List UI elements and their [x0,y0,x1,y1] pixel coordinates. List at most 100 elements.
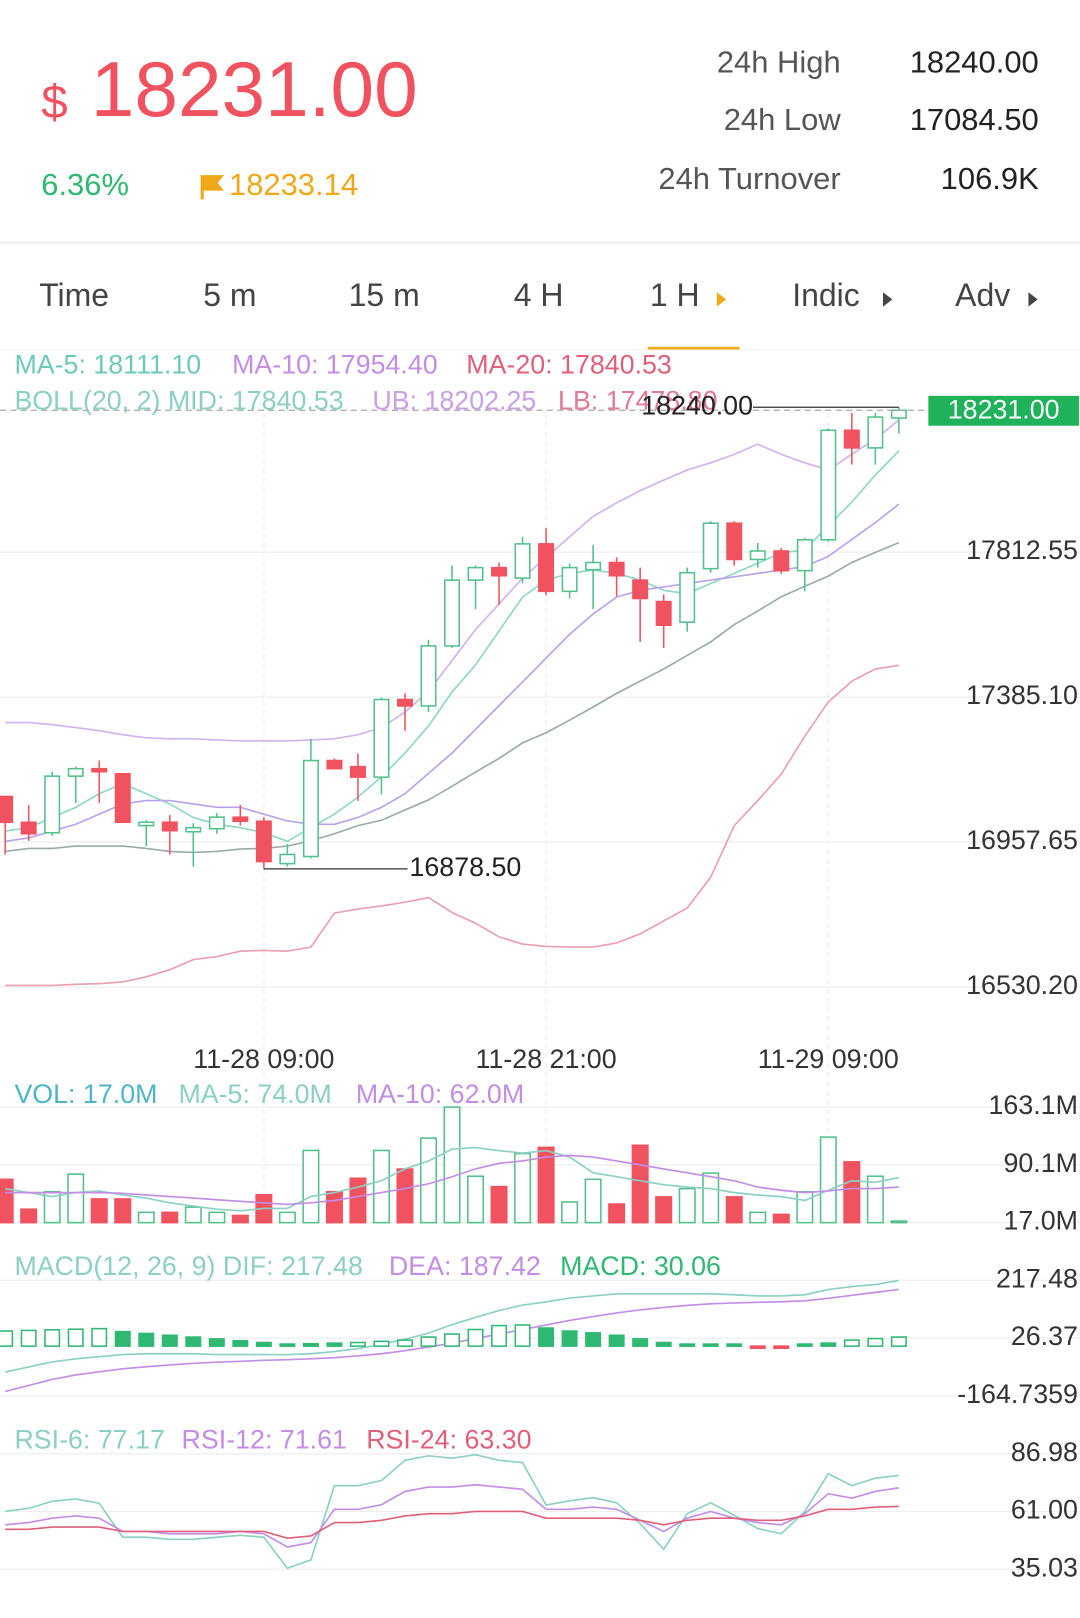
y-tick-label: 16957.65 [966,825,1078,855]
volume-bar [443,1106,461,1224]
candle-body [20,821,37,835]
low-marker-label: 16878.50 [410,852,522,882]
volume-bar [843,1161,861,1224]
last-price-label: 18231.00 [948,394,1060,424]
y-tick-label: 217.48 [996,1263,1078,1293]
macd-bar [444,1333,461,1347]
candle-body [232,816,249,823]
macd-bar [538,1327,555,1347]
macd-bar [161,1334,178,1347]
macd-bar [867,1337,884,1347]
y-tick-label: 61.00 [1011,1495,1078,1525]
tab-bar: Time 5 m 15 m 4 H 1 H Indic Adv [39,277,1010,313]
candle-body [185,826,202,833]
volume-bar [561,1201,579,1224]
volume-bar [749,1211,767,1224]
volume-bar [184,1206,202,1224]
indicator-line [5,1154,899,1206]
active-tab-underline [647,346,740,350]
macd-bar [491,1324,508,1347]
indicator-line [5,541,900,854]
candle-body [867,416,884,449]
candle-body [561,566,578,593]
volume-bar [396,1168,414,1224]
candle-body [796,539,813,572]
dropdown-arrow [882,292,893,307]
candle-body [373,698,390,778]
volume-bar [678,1187,696,1224]
macd-bar [632,1338,649,1347]
volume-bar [796,1190,814,1224]
candle-body [655,600,672,627]
candle-body [396,698,413,707]
volume-bar [890,1220,908,1224]
legend-entry: MA-5: 18111.10 [14,350,201,380]
flag-icon [200,175,225,200]
indicator-line [5,1505,899,1540]
x-tick-label: 11-28 09:00 [193,1044,334,1074]
tab[interactable]: Time [39,277,109,313]
macd-bar [232,1339,249,1347]
macd-bar [679,1343,696,1347]
tab[interactable]: 5 m [203,277,256,313]
macd-bar [467,1328,484,1347]
stat-value: 106.9K [941,161,1039,196]
legend-entry: LB: 17478.80 [558,386,717,416]
tab[interactable]: 4 H [514,277,564,313]
macd-bar [302,1342,319,1347]
candle-body [702,522,719,570]
macd-bar [279,1343,296,1347]
volume-bar [608,1203,626,1224]
macd-bar [396,1339,413,1347]
candle-body [726,522,743,561]
volume-bar [0,1178,14,1224]
candle-body [843,429,860,449]
candle-body [679,571,696,623]
macd-bar [349,1341,366,1347]
legend-entry: DEA: 187.42 [389,1251,541,1281]
tab[interactable]: Indic [792,277,860,313]
candle-body [491,566,508,577]
last-price-box [928,395,1079,426]
legend-entry: MA-20: 17840.53 [466,350,672,380]
candle-body [632,579,649,600]
legend-entry: RSI-24: 63.30 [366,1424,531,1454]
macd-bar [373,1340,390,1347]
candle-body [302,759,319,858]
candle-body [820,429,837,541]
legend-entry: MACD: 30.06 [560,1251,721,1281]
stat-label: 24h High [717,44,841,79]
volume-bar [114,1198,132,1224]
volume-bar [231,1214,249,1224]
candle-body [208,816,225,830]
candle-body [0,795,14,824]
tab[interactable]: 15 m [349,277,420,313]
volume-bar [208,1211,226,1224]
volume-bar [67,1173,85,1224]
y-tick-label: -164.7359 [957,1379,1078,1409]
y-tick-label: 163.1M [989,1090,1078,1120]
macd-bar [114,1330,131,1347]
volume-bar [325,1190,343,1224]
macd-bar [0,1330,14,1347]
tab[interactable]: Adv [955,277,1010,313]
legend-entry: MA-10: 17954.40 [232,350,438,380]
candle-body [114,772,131,824]
tab[interactable]: 1 H [650,277,700,313]
macd-bar [255,1341,272,1347]
dropdown-arrow [716,292,727,307]
legend-entry: MACD(12, 26, 9) DIF: 217.48 [14,1251,363,1281]
candle-body [467,566,484,581]
candle-body [138,821,155,827]
high-marker-label: 18240.00 [641,390,753,420]
candle-body [608,561,625,577]
volume-bar [584,1178,602,1224]
volume-bar [772,1213,790,1224]
candle-body [67,767,84,777]
macd-bar [420,1336,437,1347]
volume-bar [514,1152,532,1224]
candle-body [749,550,766,561]
macd-bar [20,1329,37,1347]
